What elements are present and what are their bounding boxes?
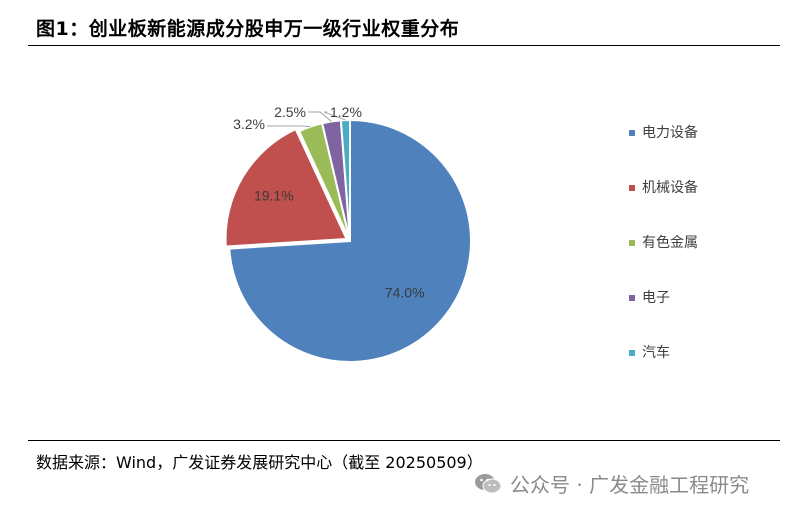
leader-line-3 (267, 125, 311, 128)
watermark-text: 公众号 · 广发金融工程研究 (510, 473, 750, 497)
figure-title: 图1：创业板新能源成分股申万一级行业权重分布 (36, 18, 460, 40)
legend-label-1: 电力设备 (642, 124, 698, 141)
legend-swatch-4 (629, 295, 635, 301)
data-label-4: 2.5% (274, 104, 306, 120)
legend-label-3: 有色金属 (642, 234, 698, 251)
leader-line-5 (323, 111, 346, 121)
wechat-icon (475, 473, 502, 493)
data-label-5: 1.2% (330, 104, 362, 120)
legend-swatch-1 (629, 130, 635, 136)
data-label-3: 3.2% (233, 116, 265, 132)
data-label-2: 19.1% (254, 188, 294, 204)
legend-swatch-5 (629, 350, 635, 356)
watermark: 公众号 · 广发金融工程研究 (474, 469, 749, 498)
data-label-1: 74.0% (385, 284, 425, 300)
legend-label-4: 电子 (642, 290, 670, 306)
title-divider (28, 45, 780, 46)
data-source-note: 数据来源：Wind，广发证券发展研究中心（截至 20250509） (36, 453, 483, 472)
legend-label-5: 汽车 (642, 344, 670, 361)
legend-label-2: 机械设备 (642, 179, 698, 196)
leader-line-4 (308, 111, 332, 122)
legend-swatch-2 (629, 185, 635, 191)
source-divider (28, 440, 780, 441)
pie-slice-2 (224, 127, 349, 248)
pie-chart: 74.0% 19.1% 3.2% 2.5% 1.2% 电力设备机械设备有色金属电子汽车 (28, 78, 780, 406)
legend-swatch-3 (629, 240, 635, 246)
